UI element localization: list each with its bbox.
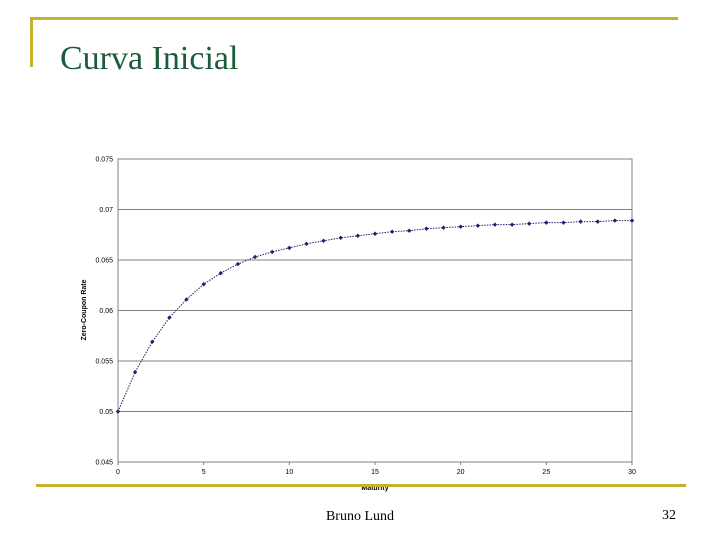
y-tick-label: 0.055 [95, 359, 113, 366]
y-tick-label: 0.06 [99, 308, 113, 315]
data-point [184, 297, 189, 302]
frame-left-rule [30, 17, 33, 67]
x-tick-label: 25 [542, 469, 550, 476]
data-point [458, 224, 463, 229]
y-tick-label: 0.045 [95, 460, 113, 467]
data-point [389, 229, 395, 234]
data-point [150, 339, 155, 345]
x-tick-label: 30 [628, 469, 636, 476]
data-point [407, 228, 412, 233]
slide-title: Curva Inicial [60, 40, 239, 77]
x-tick-label: 15 [371, 469, 379, 476]
y-tick-label: 0.065 [95, 258, 113, 265]
frame-bottom-rule [36, 484, 686, 487]
gridlines [118, 209, 632, 412]
data-point [167, 315, 172, 320]
data-point [115, 409, 121, 414]
data-point [287, 245, 292, 251]
data-point [132, 369, 138, 375]
frame-top-rule [30, 17, 678, 20]
x-tick-label: 5 [202, 469, 206, 476]
data-point [595, 219, 600, 224]
data-point [441, 225, 446, 230]
data-point [561, 220, 566, 225]
y-tick-label: 0.05 [99, 409, 113, 416]
data-point [201, 282, 206, 287]
y-tick-label: 0.07 [99, 207, 113, 214]
data-points [115, 218, 635, 414]
data-point [355, 233, 361, 238]
data-point [424, 226, 429, 231]
data-point [321, 238, 326, 244]
x-tick-label: 20 [457, 469, 465, 476]
x-tick-label: 10 [285, 469, 293, 476]
data-point [475, 223, 480, 228]
data-point [270, 249, 275, 255]
y-tick-labels: 0.045 0.05 0.055 0.06 0.065 0.07 0.075 [95, 157, 113, 467]
x-axis-title: Maturity [361, 485, 388, 492]
data-point [304, 241, 309, 247]
data-point [338, 235, 343, 240]
data-point [252, 254, 258, 260]
x-tick-labels: 0 5 10 15 20 25 30 [116, 462, 636, 476]
x-tick-label: 0 [116, 469, 120, 476]
data-point [509, 222, 515, 227]
data-point [235, 261, 241, 267]
data-point [629, 218, 635, 223]
y-axis-title: Zero-Coupon Rate [81, 279, 88, 340]
data-point [612, 218, 618, 223]
data-point [218, 270, 223, 276]
data-point [527, 221, 532, 226]
data-point [578, 219, 583, 224]
footer-author: Bruno Lund [325, 509, 395, 524]
data-point [492, 222, 498, 227]
data-point [544, 220, 549, 225]
page-number: 32 [662, 508, 676, 523]
y-tick-label: 0.075 [95, 157, 113, 164]
data-point [372, 231, 378, 236]
line-chart: 0.045 0.05 0.055 0.06 0.065 0.07 0.075 0 5 10 15 2… [81, 157, 636, 493]
